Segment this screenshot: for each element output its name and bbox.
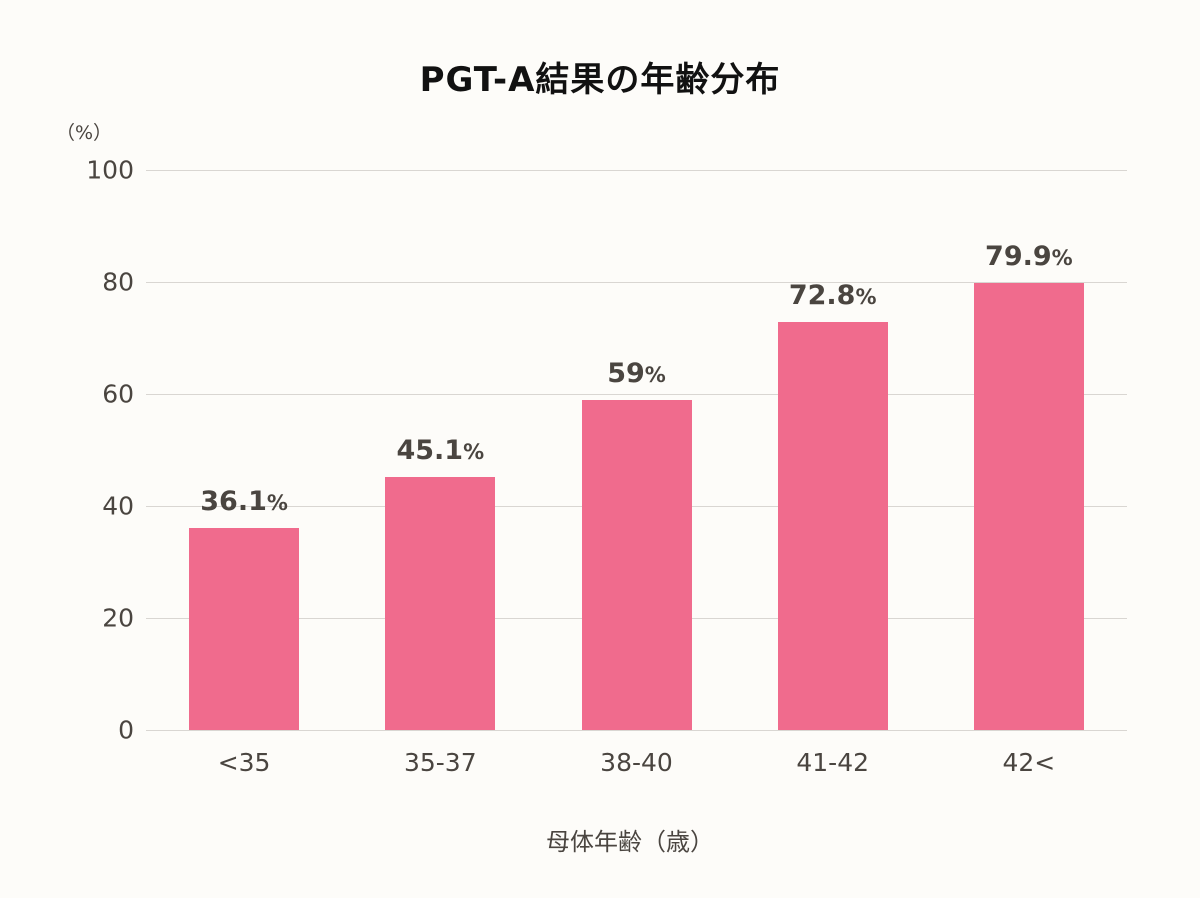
x-tick-label: 41-42: [796, 748, 870, 777]
bar-42<: [973, 282, 1084, 730]
plot-area: 36.1% 45.1% 59% 72.8% 79.9%: [144, 170, 1129, 731]
data-label: 79.9%: [929, 241, 1129, 272]
y-axis-unit-label: （%）: [56, 122, 113, 144]
data-label-value: 79.9: [985, 240, 1052, 272]
x-tick-label: 42<: [1002, 748, 1056, 777]
data-label-value: 72.8: [788, 280, 856, 312]
bar-41-42: [777, 322, 888, 730]
bar-<35: [189, 527, 300, 730]
bar-35-37: [385, 477, 496, 730]
chart-title: PGT-A結果の年齢分布: [419, 60, 781, 100]
data-label-suffix: %: [266, 490, 288, 515]
y-tick-label: 20: [102, 603, 134, 633]
data-label: 45.1%: [340, 435, 540, 466]
data-label: 36.1%: [144, 486, 344, 517]
y-tick-label: 60: [102, 379, 134, 409]
y-tick-label: 40: [102, 491, 134, 521]
y-tick-label: 100: [86, 155, 134, 185]
x-tick-label: 35-37: [403, 748, 477, 777]
data-label: 72.8%: [733, 280, 933, 311]
x-axis-title: 母体年齢（歳）: [546, 828, 714, 856]
data-label-value: 36.1: [200, 485, 267, 517]
y-tick-label: 80: [102, 267, 134, 297]
gridline: [146, 282, 1127, 283]
data-label: 59%: [537, 358, 737, 389]
data-label-value: 59: [607, 357, 645, 389]
y-tick-label: 0: [118, 715, 134, 745]
data-label-suffix: %: [463, 440, 485, 465]
gridline: [146, 170, 1127, 171]
gridline: [146, 730, 1127, 731]
x-tick-label: 38-40: [600, 748, 673, 777]
data-label-value: 45.1: [396, 435, 464, 467]
x-tick-label: <35: [217, 748, 271, 777]
bar-38-40: [581, 399, 692, 730]
gridline: [146, 394, 1127, 395]
data-label-suffix: %: [1051, 245, 1073, 270]
data-label-suffix: %: [855, 285, 877, 310]
data-label-suffix: %: [644, 362, 666, 387]
